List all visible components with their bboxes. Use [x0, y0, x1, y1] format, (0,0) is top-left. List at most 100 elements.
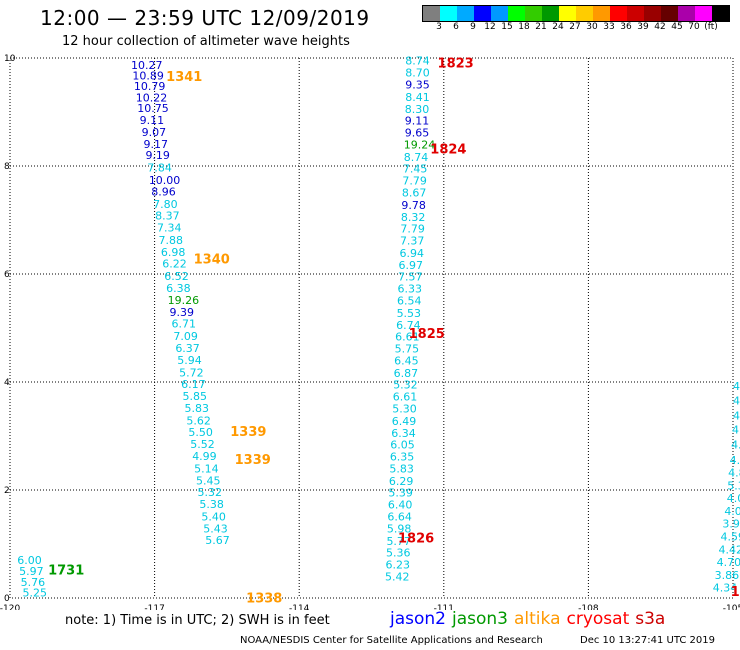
colorbar-swatch — [423, 6, 440, 21]
wave-height-label: 6.61 — [395, 331, 420, 344]
wave-height-label: 9.07 — [142, 126, 167, 139]
wave-height-label: 5.75 — [395, 343, 420, 356]
wave-height-label: 19.24 — [404, 138, 436, 151]
wave-height-label: 4. — [733, 394, 740, 407]
colorbar-label: 70 — [688, 22, 700, 32]
colorbar-label: 24 — [552, 22, 564, 32]
wave-height-label: 6.52 — [164, 270, 189, 283]
wave-height-label: 7.80 — [153, 198, 178, 211]
colorbar-swatch — [508, 6, 525, 21]
pass-time-label: 1339 — [235, 453, 271, 468]
pass-time-label: 1823 — [438, 56, 474, 71]
pass-time-label: 1338 — [246, 591, 282, 606]
wave-height-label: 5.72 — [179, 366, 204, 379]
wave-height-label: 4.99 — [192, 450, 217, 463]
wave-height-label: 5.52 — [190, 438, 215, 451]
wave-height-label: 6.97 — [398, 259, 423, 272]
wave-height-label: 7.45 — [403, 163, 428, 176]
colorbar-swatch — [576, 6, 593, 21]
footer-credit: NOAA/NESDIS Center for Satellite Applica… — [240, 635, 543, 646]
y-tick-label: 6 — [4, 270, 10, 280]
wave-height-label: 5.40 — [201, 510, 226, 523]
wave-height-label: 4.04 — [724, 505, 740, 518]
wave-height-label: 7.84 — [147, 162, 172, 175]
wave-height-label: 4.3 — [732, 424, 740, 437]
x-tick-label: -117 — [144, 604, 164, 610]
wave-height-label: 5.83 — [184, 402, 209, 415]
data-labels: 10.2710.8910.7910.2210.759.119.079.179.1… — [17, 55, 740, 600]
wave-height-label: 3.86 — [715, 569, 740, 582]
colorbar-label: 30 — [586, 22, 598, 32]
footer-note: note: 1) Time is in UTC; 2) SWH is in fe… — [65, 613, 330, 628]
wave-height-label: 8.67 — [402, 186, 427, 199]
colorbar-label: 42 — [654, 22, 666, 32]
colorbar-swatch — [440, 6, 457, 21]
wave-height-label: 6.87 — [394, 367, 419, 380]
wave-height-label: 6.35 — [390, 451, 415, 464]
wave-height-label: 5.77 — [386, 535, 411, 548]
pass-time-label: 1825 — [409, 327, 445, 342]
wave-height-label: 9.39 — [170, 306, 195, 319]
colorbar-label: 45 — [671, 22, 683, 32]
wave-height-label: 5.43 — [203, 522, 228, 535]
colorbar-label: 27 — [569, 22, 581, 32]
wave-height-label: 6.40 — [388, 499, 413, 512]
wave-height-label: 10.27 — [131, 59, 163, 72]
colorbar-label: 36 — [620, 22, 632, 32]
wave-height-label: 7.37 — [400, 235, 425, 248]
wave-height-label: 5.76 — [21, 576, 46, 589]
wave-height-label: 7.79 — [402, 175, 427, 188]
pass-time-label: 1824 — [430, 143, 466, 158]
pass-time-label: 1 — [731, 585, 740, 600]
wave-height-label: 6.64 — [387, 510, 412, 523]
colorbar-label: 9 — [470, 22, 476, 32]
wave-height-label: 7.79 — [400, 223, 425, 236]
axis-ticks: -120 -117 -114 -111 -108 -105 0 2 4 6 8 10 — [0, 54, 740, 610]
y-tick-label: 10 — [4, 54, 16, 64]
plot-frame — [9, 57, 734, 599]
wave-height-label: 5.53 — [397, 307, 422, 320]
wave-height-label: 9.11 — [140, 114, 165, 127]
colorbar-swatch — [695, 6, 712, 21]
altimeter-plot: -120-117-114-111-108-1050246810 10.2710.… — [0, 54, 740, 610]
colorbar-swatch — [474, 6, 491, 21]
wave-height-label: 8.74 — [405, 55, 430, 68]
wave-height-label: 7.34 — [157, 222, 182, 235]
colorbar-swatch — [457, 6, 474, 21]
colorbar-label: 12 — [484, 22, 496, 32]
wave-height-label: 5.32 — [197, 486, 222, 499]
wave-height-label: 6.94 — [399, 247, 424, 260]
y-tick-label: 2 — [4, 486, 10, 496]
wave-height-label: 6.17 — [181, 378, 206, 391]
wave-height-label: 9.11 — [405, 115, 430, 128]
colorbar-swatch — [491, 6, 508, 21]
wave-height-label: 6.61 — [393, 391, 418, 404]
wave-height-label: 10.00 — [149, 174, 181, 187]
pass-time-label: 1339 — [230, 425, 266, 440]
wave-height-label: 6.05 — [390, 439, 415, 452]
wave-height-label: 8.70 — [405, 67, 430, 80]
legend-item-cryosat: cryosat — [566, 609, 630, 629]
colorbar-label: 6 — [453, 22, 459, 32]
colorbar-label: 21 — [535, 22, 547, 32]
x-tick-label: -111 — [434, 604, 454, 610]
wave-height-label: 5.45 — [196, 474, 221, 487]
colorbar-swatch — [559, 6, 576, 21]
wave-height-label: 4.34 — [713, 582, 738, 595]
colorbar-label: (ft) — [704, 22, 718, 32]
wave-height-label: 6.71 — [171, 318, 196, 331]
chart-subtitle: 12 hour collection of altimeter wave hei… — [62, 34, 350, 49]
wave-height-label: 19.26 — [168, 294, 200, 307]
wave-height-label: 5.97 — [19, 565, 43, 578]
pass-time-label: 1340 — [194, 252, 230, 267]
colorbar-swatch — [610, 6, 627, 21]
wave-height-label: 6.38 — [166, 282, 191, 295]
wave-height-label: 5.98 — [387, 522, 412, 535]
colorbar-swatch — [627, 6, 644, 21]
wave-height-label: 8.30 — [405, 103, 430, 116]
wave-height-label: 5.50 — [188, 426, 213, 439]
wave-height-label: 6.00 — [17, 554, 42, 567]
colorbar-label: 15 — [501, 22, 513, 32]
wave-height-label: 4.42 — [719, 543, 740, 556]
y-tick-label: 0 — [4, 594, 10, 604]
